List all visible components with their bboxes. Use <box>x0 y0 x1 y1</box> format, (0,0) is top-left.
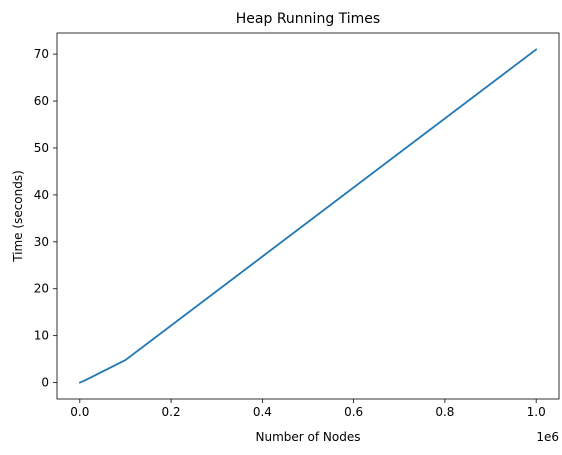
chart-title: Heap Running Times <box>236 11 380 27</box>
plot-area <box>56 32 560 400</box>
series-layer <box>78 48 538 384</box>
series-line-0 <box>78 48 538 384</box>
x-tick-label: 0.2 <box>162 405 181 419</box>
y-tick-label: 10 <box>34 329 49 343</box>
plot-frame <box>56 32 560 400</box>
y-tick-label: 50 <box>34 141 49 155</box>
x-tick-label: 0.8 <box>435 405 454 419</box>
x-tick-label: 0.6 <box>344 405 363 419</box>
x-axis-label: Number of Nodes <box>256 430 361 444</box>
y-tick-label: 70 <box>34 47 49 61</box>
y-axis: 0 10 20 30 40 50 60 70 <box>34 47 57 390</box>
x-tick-label: 0.0 <box>70 405 89 419</box>
x-tick-label: 1.0 <box>527 405 546 419</box>
y-tick-label: 40 <box>34 188 49 202</box>
y-tick-label: 20 <box>34 282 49 296</box>
y-tick-label: 0 <box>41 376 49 390</box>
y-tick-label: 30 <box>34 235 49 249</box>
x-tick-label: 0.4 <box>253 405 272 419</box>
x-axis-offset-label: 1e6 <box>536 430 559 444</box>
x-axis: 0.0 0.2 0.4 0.6 0.8 1.0 <box>70 399 546 419</box>
y-tick-label: 60 <box>34 94 49 108</box>
y-axis-label: Time (seconds) <box>11 170 25 263</box>
